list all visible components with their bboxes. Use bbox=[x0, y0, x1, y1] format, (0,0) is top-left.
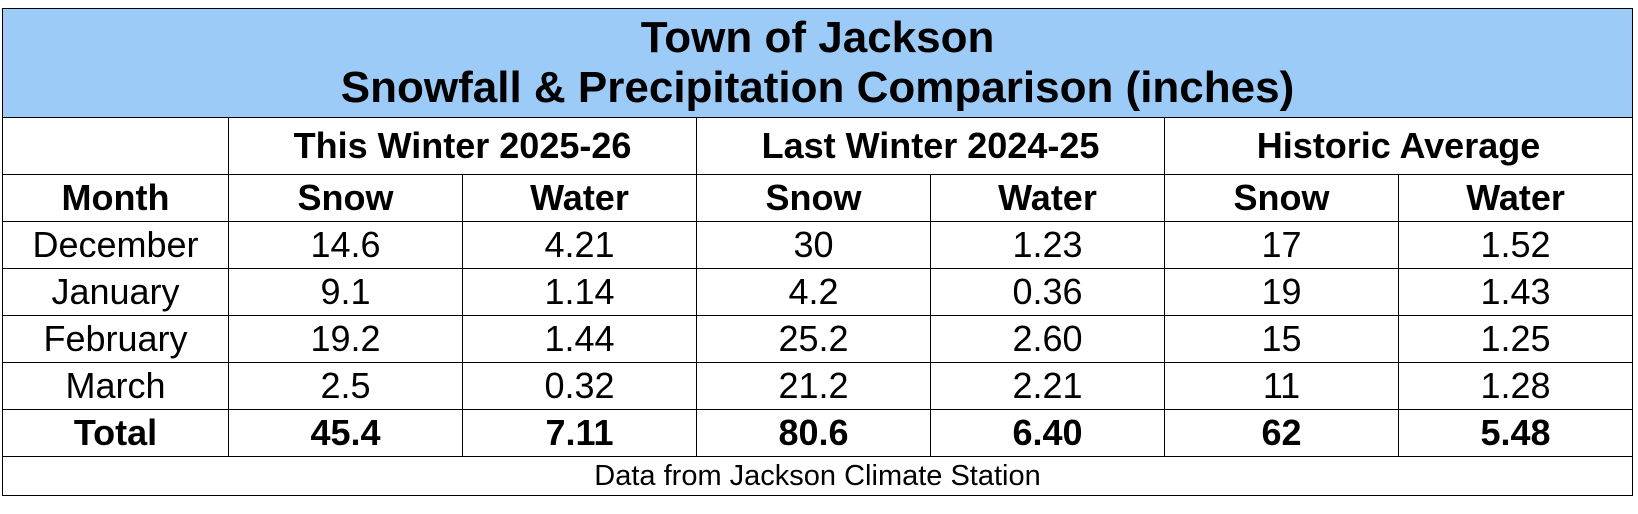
value-cell: 4.2 bbox=[696, 268, 931, 316]
value-cell: 1.23 bbox=[930, 221, 1165, 269]
total-value-cell: 62 bbox=[1164, 409, 1399, 457]
value-cell: 0.32 bbox=[462, 362, 697, 410]
value-cell: 17 bbox=[1164, 221, 1399, 269]
value-cell: 1.52 bbox=[1397, 221, 1634, 269]
value-cell: 14.6 bbox=[228, 221, 463, 269]
column-header-water: Water bbox=[462, 174, 697, 222]
value-cell: 1.44 bbox=[462, 315, 697, 363]
total-value-cell: 7.11 bbox=[462, 409, 697, 457]
month-cell: December bbox=[2, 221, 229, 269]
value-cell: 2.21 bbox=[930, 362, 1165, 410]
value-cell: 2.5 bbox=[228, 362, 463, 410]
empty-corner-cell bbox=[2, 117, 229, 175]
month-cell: February bbox=[2, 315, 229, 363]
table-row: December 14.6 4.21 30 1.23 17 1.52 bbox=[2, 221, 1634, 269]
snowfall-comparison-table: Town of Jackson Snowfall & Precipitation… bbox=[1, 8, 1634, 496]
column-header-row: Month Snow Water Snow Water Snow Water bbox=[2, 174, 1634, 222]
total-value-cell: 80.6 bbox=[696, 409, 931, 457]
value-cell: 15 bbox=[1164, 315, 1399, 363]
total-row: Total 45.4 7.11 80.6 6.40 62 5.48 bbox=[2, 409, 1634, 457]
value-cell: 2.60 bbox=[930, 315, 1165, 363]
value-cell: 30 bbox=[696, 221, 931, 269]
value-cell: 0.36 bbox=[930, 268, 1165, 316]
total-value-cell: 6.40 bbox=[930, 409, 1165, 457]
group-header-historic-average: Historic Average bbox=[1163, 117, 1634, 175]
value-cell: 1.43 bbox=[1397, 268, 1634, 316]
group-header-last-winter: Last Winter 2024-25 bbox=[696, 117, 1165, 175]
month-cell: March bbox=[2, 362, 229, 410]
value-cell: 1.28 bbox=[1397, 362, 1634, 410]
total-value-cell: 5.48 bbox=[1397, 409, 1634, 457]
column-header-water: Water bbox=[1397, 174, 1634, 222]
snowfall-comparison-table-container: Town of Jackson Snowfall & Precipitation… bbox=[1, 8, 1634, 503]
month-cell: January bbox=[2, 268, 229, 316]
data-source-footer: Data from Jackson Climate Station bbox=[1, 456, 1634, 496]
value-cell: 9.1 bbox=[228, 268, 463, 316]
footer-row: Data from Jackson Climate Station bbox=[1, 456, 1634, 496]
table-row: March 2.5 0.32 21.2 2.21 11 1.28 bbox=[2, 362, 1634, 410]
table-row: February 19.2 1.44 25.2 2.60 15 1.25 bbox=[2, 315, 1634, 363]
column-header-snow: Snow bbox=[696, 174, 931, 222]
column-header-snow: Snow bbox=[228, 174, 463, 222]
title-line-2: Snowfall & Precipitation Comparison (inc… bbox=[340, 63, 1295, 112]
title-row: Town of Jackson Snowfall & Precipitation… bbox=[1, 8, 1634, 118]
value-cell: 19.2 bbox=[228, 315, 463, 363]
value-cell: 1.25 bbox=[1397, 315, 1634, 363]
value-cell: 11 bbox=[1164, 362, 1399, 410]
total-label: Total bbox=[2, 409, 229, 457]
group-header-row: This Winter 2025-26 Last Winter 2024-25 … bbox=[2, 117, 1634, 175]
column-header-month: Month bbox=[2, 174, 229, 222]
title-line-1: Town of Jackson bbox=[640, 13, 995, 62]
value-cell: 1.14 bbox=[462, 268, 697, 316]
table-row: January 9.1 1.14 4.2 0.36 19 1.43 bbox=[2, 268, 1634, 316]
column-header-water: Water bbox=[930, 174, 1165, 222]
column-header-snow: Snow bbox=[1164, 174, 1399, 222]
value-cell: 25.2 bbox=[696, 315, 931, 363]
table-title: Town of Jackson Snowfall & Precipitation… bbox=[1, 8, 1634, 118]
value-cell: 4.21 bbox=[462, 221, 697, 269]
value-cell: 19 bbox=[1164, 268, 1399, 316]
total-value-cell: 45.4 bbox=[228, 409, 463, 457]
group-header-this-winter: This Winter 2025-26 bbox=[228, 117, 697, 175]
value-cell: 21.2 bbox=[696, 362, 931, 410]
